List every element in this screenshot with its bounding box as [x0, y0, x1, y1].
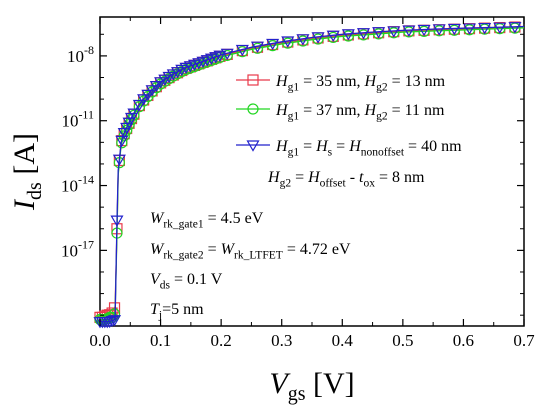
x-tick-label: 0.1: [150, 331, 171, 350]
data-point: [221, 49, 233, 62]
data-point: [342, 30, 354, 42]
x-axis-title: Vgs [V]: [269, 367, 354, 405]
x-tick-label: 0.2: [211, 331, 232, 350]
data-point: [146, 86, 158, 98]
data-point: [432, 24, 446, 36]
legend-entry-1: Hg1 = 35 nm, Hg2 = 13 nm: [236, 73, 446, 93]
x-tick-label: 0.4: [332, 331, 354, 350]
y-axis-title: Ids [A]: [8, 133, 46, 211]
data-point: [356, 28, 371, 40]
data-point: [220, 48, 234, 60]
legend-marker: [247, 74, 259, 86]
data-point: [493, 22, 507, 34]
legend-label: Hg1 = 35 nm, Hg2 = 13 nm: [275, 73, 446, 93]
y-axis-title-group: Ids [A]: [8, 133, 46, 211]
data-point: [296, 34, 310, 46]
legend-marker: [247, 103, 259, 115]
tick-layer: [99, 17, 525, 326]
data-point: [141, 89, 155, 102]
series-line: [100, 25, 525, 323]
y-tick-label: 10-8: [67, 43, 94, 66]
data-point: [121, 124, 133, 136]
data-point: [107, 315, 122, 327]
series-layer: [93, 21, 525, 329]
data-point: [447, 23, 461, 36]
data-point: [112, 154, 126, 166]
parameter-annotation: Wrk_gate1 = 4.5 eV: [150, 210, 264, 230]
data-point: [266, 38, 280, 51]
data-point: [402, 25, 416, 37]
x-tick-label: 0.0: [89, 331, 110, 350]
data-point: [462, 23, 477, 35]
data-point: [110, 215, 124, 227]
legend-label: Hg1 = 37 nm, Hg2 = 11 nm: [275, 102, 445, 122]
data-point: [116, 137, 128, 149]
data-point: [327, 31, 339, 44]
data-point: [281, 36, 295, 48]
data-point: [311, 32, 325, 44]
data-point: [448, 24, 460, 36]
data-point: [213, 50, 227, 62]
data-point: [137, 94, 151, 106]
data-point: [235, 44, 249, 57]
data-point: [373, 28, 385, 40]
y-tick-label: 10-11: [61, 108, 94, 131]
y-tick-label: 10-14: [61, 173, 94, 196]
x-tick-label: 0.5: [392, 331, 413, 350]
legend-label: Hg1 = Hs = Hnonoffset = 40 nm: [275, 138, 462, 158]
data-point: [478, 23, 492, 35]
data-point: [250, 41, 265, 53]
data-point: [145, 85, 159, 97]
data-point: [105, 315, 119, 328]
parameter-annotation: Vds = 0.1 V: [150, 271, 223, 291]
data-point: [418, 25, 430, 37]
text-layer: 0.0 0.1 0.2 0.3 0.4 0.5 0.6 0.7 10-8 10-11 10-14 10…: [8, 43, 535, 405]
series-3: [93, 22, 525, 329]
legend-marker: [246, 140, 260, 152]
data-point: [387, 26, 401, 38]
parameter-annotation: Wrk_gate2 = Wrk_LTFET = 4.72 eV: [150, 241, 351, 261]
data-point: [508, 22, 522, 34]
data-point: [326, 30, 340, 42]
data-point: [282, 37, 294, 49]
data-point: [149, 81, 163, 93]
parameter-annotation: Tj=5 nm: [150, 301, 204, 321]
data-point: [115, 135, 129, 148]
data-point: [433, 25, 445, 37]
x-tick-label: 0.3: [271, 331, 292, 350]
data-point: [267, 40, 279, 52]
data-point: [251, 42, 264, 54]
data-point: [236, 46, 248, 58]
data-point: [127, 108, 141, 120]
data-point: [372, 27, 386, 39]
legend-extra-line: Hg2 = Hoffset - tox = 8 nm: [267, 169, 425, 189]
x-tick-label: 0.7: [513, 331, 535, 350]
data-point: [417, 24, 431, 37]
data-point: [388, 27, 400, 39]
data-point: [297, 35, 309, 47]
x-tick-label: 0.6: [453, 331, 474, 350]
legend-entry-2: Hg1 = 37 nm, Hg2 = 11 nm: [236, 102, 445, 122]
data-point: [357, 29, 370, 41]
data-point: [133, 101, 145, 113]
legend-entry-3: Hg1 = Hs = Hnonoffset = 40 nm: [236, 138, 462, 158]
data-point: [132, 99, 146, 112]
data-point: [341, 29, 355, 41]
data-point: [403, 26, 415, 38]
y-tick-label: 10-17: [61, 237, 94, 260]
data-point: [312, 33, 324, 45]
